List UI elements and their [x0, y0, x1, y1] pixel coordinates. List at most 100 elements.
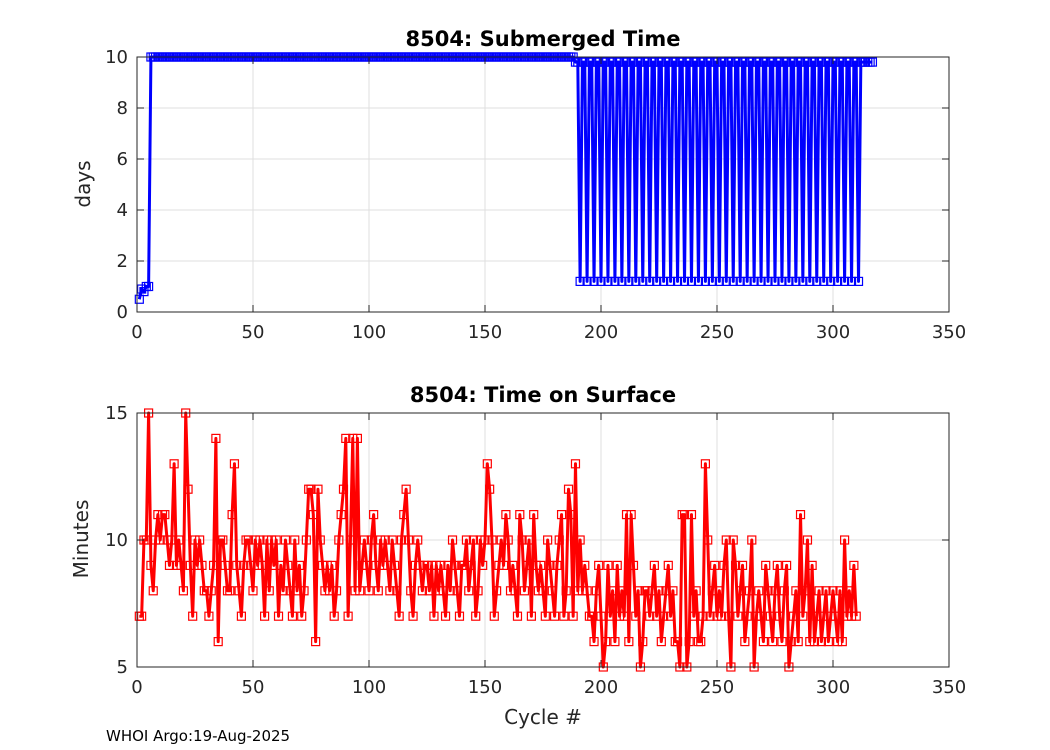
- plot2-point: [777, 636, 787, 647]
- plot2-point: [545, 560, 555, 571]
- plot2-xtick-label: 150: [468, 677, 502, 698]
- plot2-point: [427, 560, 437, 571]
- plot2-point: [417, 586, 427, 596]
- plot2-point: [621, 510, 632, 520]
- plot2-point: [835, 586, 845, 596]
- plot2-point: [318, 560, 328, 571]
- plot2-point: [260, 611, 270, 621]
- plot1-point: [826, 276, 836, 286]
- plot2-point: [710, 560, 720, 571]
- plot2-point: [663, 560, 673, 571]
- plot2-point: [786, 636, 796, 647]
- plot1-xtick-label: 50: [242, 322, 265, 343]
- plot2-point: [849, 560, 859, 571]
- plot2-point: [447, 535, 458, 545]
- plot2-point: [772, 560, 782, 571]
- plot1-point: [582, 276, 592, 286]
- plot2-point: [696, 636, 706, 647]
- plot2-point: [320, 586, 330, 596]
- plot1-point: [719, 57, 729, 67]
- plot2-point: [392, 586, 402, 596]
- plot2-point: [459, 560, 469, 571]
- plot2-point: [202, 586, 212, 596]
- plot1-point: [614, 57, 625, 67]
- plot1-point: [691, 57, 701, 67]
- plot1-point: [631, 276, 641, 286]
- plot2-point: [178, 586, 188, 596]
- plot2-point: [624, 636, 634, 647]
- plot1-xtick-label: 300: [816, 322, 850, 343]
- plot1-point: [589, 276, 599, 286]
- plot2-point: [329, 611, 339, 621]
- plot2-point: [190, 535, 200, 545]
- plot2-point: [188, 611, 198, 621]
- plot2-point: [830, 611, 840, 621]
- plot2-point: [359, 535, 369, 545]
- plot1-point: [656, 57, 666, 67]
- plot2-point: [596, 611, 606, 621]
- plot2-point: [480, 535, 490, 545]
- plot2-point: [262, 535, 272, 545]
- plot2-point: [287, 611, 298, 621]
- plot2-point: [225, 586, 235, 596]
- plot2-point: [573, 586, 583, 596]
- plot2-point: [482, 459, 492, 469]
- plot1-point: [735, 276, 745, 286]
- plot1-point: [733, 57, 743, 67]
- plot2-point: [807, 560, 817, 571]
- plot1-point: [686, 276, 697, 286]
- plot2-point: [805, 636, 815, 647]
- plot2-point: [529, 510, 539, 520]
- plot1-point: [603, 276, 613, 286]
- plot2-point: [703, 535, 713, 545]
- plot2-point: [833, 636, 843, 647]
- plot1-point: [679, 276, 690, 286]
- plot2-point: [781, 560, 792, 571]
- plot2-point: [619, 611, 629, 621]
- plot2-point: [742, 611, 752, 621]
- plot1-point: [728, 276, 738, 286]
- plot1-point: [144, 281, 154, 292]
- plot2-point: [589, 636, 599, 647]
- plot2-point: [647, 586, 657, 596]
- plot2-point: [371, 560, 381, 571]
- plot2-point: [382, 560, 393, 571]
- plot2-point: [466, 560, 476, 571]
- plot2-point: [723, 611, 734, 621]
- plot1-point: [749, 276, 759, 286]
- plot2-point: [324, 586, 335, 596]
- plot1-point: [777, 276, 787, 286]
- plot2-point: [424, 586, 434, 596]
- plot2-point: [577, 586, 588, 596]
- plot2-point: [492, 586, 502, 596]
- plot2-point: [334, 535, 344, 545]
- plot1-point: [798, 276, 808, 286]
- plot1-point: [677, 57, 687, 67]
- plot2-point: [153, 510, 163, 520]
- plot1-point: [607, 57, 618, 67]
- plot2-point: [464, 586, 474, 596]
- plot2-point: [570, 459, 581, 469]
- plot1-point: [809, 57, 820, 67]
- plot2-point: [174, 535, 184, 545]
- plot1-point: [781, 57, 792, 67]
- plot2-point: [338, 484, 349, 494]
- plot2-point: [389, 560, 400, 571]
- plot2-point: [362, 560, 372, 571]
- plot2-point: [591, 586, 601, 596]
- plot2-point: [239, 560, 249, 571]
- plot2-point: [698, 611, 708, 621]
- plot1-point: [621, 57, 632, 67]
- plot2-point: [626, 510, 636, 520]
- plot1-point: [575, 276, 585, 286]
- plot2-point: [236, 611, 246, 621]
- plot2-point: [276, 560, 286, 571]
- plot2-point: [733, 611, 743, 621]
- plot2-point: [638, 636, 648, 647]
- plot2-point: [686, 510, 697, 520]
- plot2-point: [744, 586, 755, 596]
- plot2-point: [823, 636, 833, 647]
- plot2-point: [315, 535, 325, 545]
- plot2-point: [171, 560, 182, 571]
- plot2-point: [837, 636, 847, 647]
